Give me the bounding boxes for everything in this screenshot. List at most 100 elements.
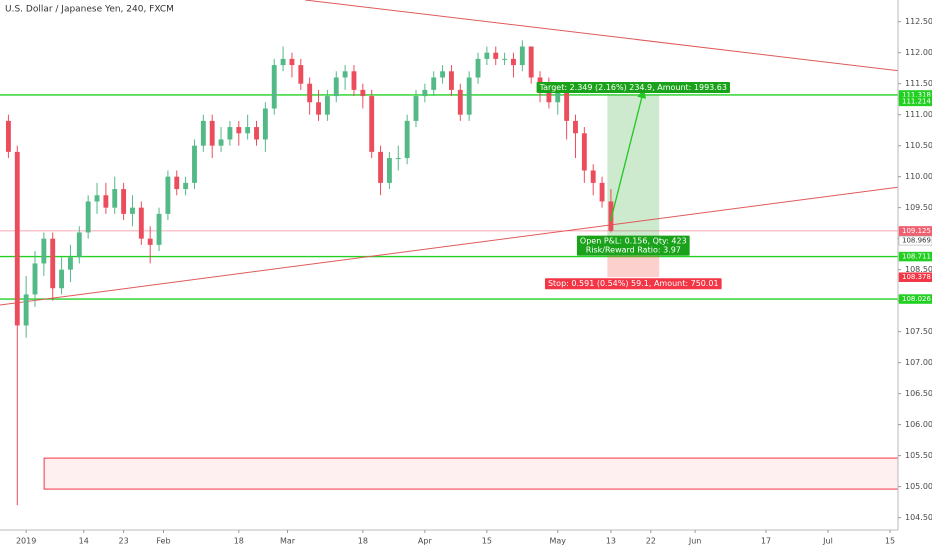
candle-body [227, 127, 233, 140]
candle-body [183, 182, 189, 190]
x-tick-label: 18 [234, 537, 244, 546]
candle-body [599, 182, 605, 202]
candle-body [298, 65, 304, 84]
y-tick-label: 110.000 [905, 172, 932, 181]
candle-body [103, 195, 109, 208]
candle-body [537, 77, 543, 84]
y-tick-label: 107.500 [905, 327, 932, 336]
candle-body [174, 176, 180, 190]
candle-body [564, 89, 570, 121]
y-tick-label: 107.000 [905, 358, 932, 367]
candle-body [130, 207, 135, 214]
candle-body [502, 58, 508, 60]
candle-body [121, 189, 127, 214]
candle-body [85, 201, 91, 233]
x-tick-label: 2019 [16, 537, 36, 546]
price-label: 108.026 [902, 295, 931, 303]
axes: 104.500 105.000 105.500 106.000 106.500 107.0… [16, 17, 932, 546]
candle-body [307, 83, 313, 103]
candle-body [431, 77, 437, 90]
arrow [609, 89, 647, 222]
y-tick-label: 104.500 [905, 513, 932, 522]
trend-line [305, 0, 898, 72]
candle-body [254, 127, 259, 140]
candle-body [475, 58, 481, 78]
trend-line [0, 186, 898, 306]
x-tick-label: 14 [79, 537, 89, 546]
candle-body [413, 96, 419, 121]
y-tick-label: 105.500 [905, 451, 932, 460]
y-tick-label: 109.500 [905, 203, 932, 212]
y-tick-label: 106.500 [905, 389, 932, 398]
candle-body [76, 232, 82, 258]
position-label: Target: 2.349 (2.16%) 234.9, Amount: 199… [536, 81, 730, 93]
candle-body [333, 77, 339, 97]
position-label: Stop: 0.591 (0.54%) 59.1, Amount: 750.01 [544, 278, 722, 290]
price-label: 108.711 [902, 253, 931, 261]
candle-body [271, 65, 277, 109]
candle-body [262, 108, 268, 140]
profit-zone [607, 94, 660, 241]
candle-body [32, 263, 38, 295]
candle-body [50, 238, 56, 289]
candle-body [378, 151, 383, 183]
candle-body [68, 257, 73, 270]
candle-body [5, 120, 11, 152]
y-tick-label: 111.000 [905, 110, 932, 119]
candle-body [59, 269, 65, 289]
candle-body [41, 238, 47, 264]
candle-body [280, 58, 286, 66]
x-tick-label: Jun [688, 537, 702, 546]
candle-body [200, 120, 206, 146]
candle-body [404, 120, 410, 159]
y-tick-label: 112.500 [905, 17, 932, 26]
price-label-box [898, 251, 932, 262]
candle-body [351, 71, 357, 90]
candle-body [555, 89, 561, 103]
candle-body [156, 213, 162, 245]
plot-area: Target: 2.349 (2.16%) 234.9, Amount: 199… [0, 0, 898, 506]
x-tick-label: 13 [606, 537, 616, 546]
x-tick-label: Apr [418, 537, 433, 546]
label-box [536, 81, 730, 93]
chart-title: U.S. Dollar / Japanese Yen, 240, FXCM [5, 5, 174, 15]
y-tick-label: 110.500 [905, 141, 932, 150]
candle-body [590, 170, 596, 183]
candle-body [342, 71, 348, 78]
candle-body [245, 127, 251, 134]
candle-body [484, 52, 490, 59]
x-tick-label: 17 [761, 537, 771, 546]
candle-body [608, 201, 614, 231]
y-tick-label: 112.000 [905, 48, 932, 57]
x-tick-label: Jul [822, 537, 833, 546]
y-tick-label: 108.500 [905, 265, 932, 274]
candle-body [493, 52, 499, 59]
candle-body [165, 176, 171, 214]
label-text: Risk/Reward Ratio: 3.97 [586, 246, 681, 255]
candle-body [511, 58, 516, 66]
candle-body [192, 145, 197, 183]
candle-body [324, 96, 330, 115]
candle-body [138, 207, 144, 239]
y-tick-label: 105.000 [905, 482, 932, 491]
candle-body [147, 238, 153, 245]
candle-body [236, 127, 242, 134]
price-label: 111.318 [902, 91, 931, 99]
candle-body [289, 58, 295, 66]
candle-body [209, 120, 215, 146]
candle-body [528, 46, 534, 78]
price-label-box [898, 272, 932, 282]
candle-body [457, 89, 463, 115]
candle-body [14, 151, 20, 326]
candle-body [519, 46, 525, 66]
candle-body [466, 77, 472, 115]
candle-body [369, 96, 375, 152]
candle-body [422, 89, 428, 97]
candle-body [316, 102, 321, 115]
candle-body [360, 89, 366, 97]
price-label: 108.378 [902, 273, 931, 281]
x-tick-label: 18 [358, 537, 368, 546]
x-tick-label: 22 [646, 537, 656, 546]
